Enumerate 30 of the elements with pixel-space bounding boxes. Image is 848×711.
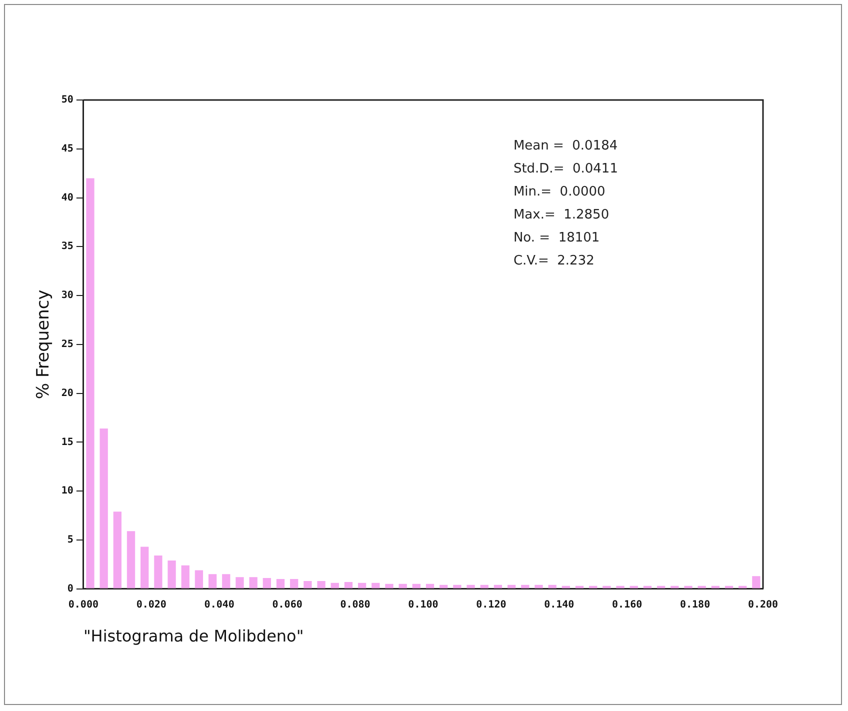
x-tick-label: 0.020 <box>136 599 166 610</box>
x-tick-label: 0.200 <box>748 599 778 610</box>
y-tick-label: 0 <box>67 583 74 594</box>
x-tick-label: 0.080 <box>340 599 370 610</box>
annotation: Mean = 0.0184 <box>513 138 618 154</box>
y-tick-label: 50 <box>61 94 74 106</box>
annotation: Min.= 0.0000 <box>513 184 606 200</box>
y-tick-label: 45 <box>61 143 74 154</box>
annotation: No. = 18101 <box>513 230 600 246</box>
y-tick-label: 15 <box>61 436 74 448</box>
y-tick-label: 35 <box>61 241 74 252</box>
x-tick-label: 0.100 <box>408 599 438 610</box>
x-tick-label: 0.160 <box>612 599 642 610</box>
y-tick-label: 25 <box>61 338 74 350</box>
annotation: Max.= 1.2850 <box>513 207 610 222</box>
x-tick-label: 0.140 <box>544 599 574 610</box>
y-axis-title: % Frequency <box>34 290 54 400</box>
x-axis-title: "Histograma de Molibdeno" <box>83 626 304 646</box>
x-tick-label: 0.040 <box>204 599 234 610</box>
annotation: Std.D.= 0.0411 <box>513 161 618 176</box>
x-tick-label: 0.120 <box>476 599 506 610</box>
y-tick-label: 20 <box>61 388 74 399</box>
x-tick-label: 0.060 <box>272 599 302 610</box>
y-tick-label: 5 <box>67 534 74 546</box>
x-tick-label: 0.000 <box>68 599 98 610</box>
y-tick-label: 30 <box>61 290 74 302</box>
annotation: C.V.= 2.232 <box>513 253 594 268</box>
y-tick-label: 40 <box>61 192 74 204</box>
y-tick-label: 10 <box>61 486 74 497</box>
x-tick-label: 0.180 <box>680 599 710 610</box>
